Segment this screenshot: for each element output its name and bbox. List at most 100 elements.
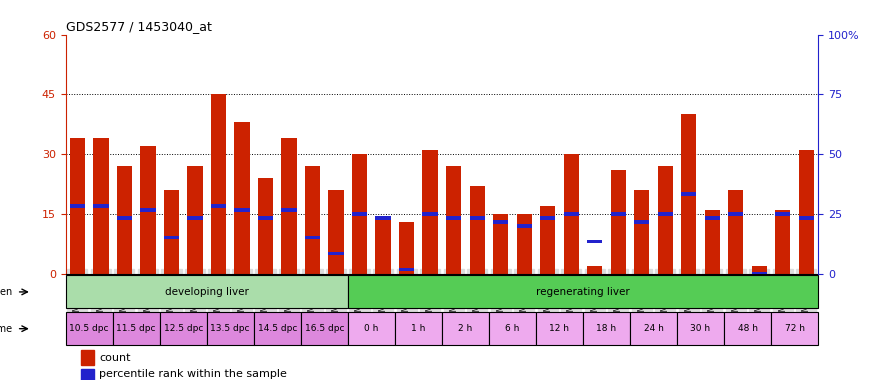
Bar [724, 312, 771, 345]
Bar [775, 212, 790, 215]
Bar [211, 94, 226, 273]
Bar [564, 154, 579, 273]
Bar [375, 216, 391, 220]
Bar [116, 166, 132, 273]
Text: 11.5 dpc: 11.5 dpc [116, 324, 156, 333]
Text: 14.5 dpc: 14.5 dpc [257, 324, 297, 333]
Bar [328, 190, 344, 273]
Bar [630, 312, 677, 345]
Text: GDS2577 / 1453040_at: GDS2577 / 1453040_at [66, 20, 212, 33]
Bar [611, 170, 626, 273]
Bar [587, 240, 602, 243]
Text: 10.5 dpc: 10.5 dpc [69, 324, 108, 333]
Bar [328, 252, 344, 255]
Bar [234, 208, 249, 212]
Bar [375, 218, 391, 273]
Bar [799, 150, 814, 273]
Bar [66, 275, 348, 308]
Bar [352, 154, 367, 273]
Bar [516, 214, 532, 273]
Bar [611, 212, 626, 215]
Bar [282, 208, 297, 212]
Bar [399, 222, 414, 273]
Bar [442, 312, 489, 345]
Bar [70, 138, 85, 273]
Bar [728, 212, 744, 215]
Bar [234, 122, 249, 273]
Bar [752, 272, 767, 275]
Bar [160, 312, 206, 345]
Text: 2 h: 2 h [458, 324, 472, 333]
Bar [583, 312, 630, 345]
Bar [658, 212, 673, 215]
Bar [470, 186, 485, 273]
Bar [164, 236, 179, 240]
Text: 6 h: 6 h [505, 324, 520, 333]
Bar [301, 312, 348, 345]
Bar [446, 216, 461, 220]
Bar [564, 212, 579, 215]
Bar [258, 178, 273, 273]
Bar [423, 212, 438, 215]
Bar [116, 216, 132, 220]
Text: 1 h: 1 h [411, 324, 425, 333]
Text: specimen: specimen [0, 287, 13, 297]
Bar [211, 204, 226, 208]
Bar [634, 190, 649, 273]
Bar [704, 210, 720, 273]
Bar [658, 166, 673, 273]
Bar [540, 206, 556, 273]
Bar [348, 312, 395, 345]
Bar [470, 216, 485, 220]
Bar [304, 236, 320, 240]
Text: 48 h: 48 h [738, 324, 758, 333]
Bar [164, 190, 179, 273]
Bar [752, 266, 767, 273]
Bar [516, 224, 532, 228]
Text: 12 h: 12 h [550, 324, 570, 333]
Bar [80, 369, 94, 380]
Text: 12.5 dpc: 12.5 dpc [164, 324, 203, 333]
Bar [140, 146, 156, 273]
Text: 0 h: 0 h [364, 324, 379, 333]
Text: count: count [100, 353, 131, 362]
Bar [206, 312, 254, 345]
Bar [587, 266, 602, 273]
Bar [113, 312, 160, 345]
Bar [728, 190, 744, 273]
Bar [395, 312, 442, 345]
Bar [66, 312, 113, 345]
Bar [446, 166, 461, 273]
Bar [493, 220, 508, 223]
Bar [304, 166, 320, 273]
Bar [681, 114, 696, 273]
Bar [489, 312, 536, 345]
Text: 24 h: 24 h [644, 324, 663, 333]
Text: 16.5 dpc: 16.5 dpc [304, 324, 344, 333]
Text: developing liver: developing liver [164, 287, 248, 297]
Text: percentile rank within the sample: percentile rank within the sample [100, 369, 287, 379]
Bar [423, 150, 438, 273]
Bar [399, 268, 414, 271]
Bar [634, 220, 649, 223]
Bar [94, 204, 108, 208]
Text: 72 h: 72 h [785, 324, 805, 333]
Bar [493, 214, 508, 273]
Bar [775, 210, 790, 273]
Bar [80, 350, 94, 365]
Text: 13.5 dpc: 13.5 dpc [211, 324, 250, 333]
Bar [187, 166, 203, 273]
Bar [348, 275, 818, 308]
Bar [677, 312, 724, 345]
Bar [254, 312, 301, 345]
Bar [540, 216, 556, 220]
Bar [187, 216, 203, 220]
Bar [352, 212, 367, 215]
Bar [140, 208, 156, 212]
Bar [94, 138, 108, 273]
Text: 18 h: 18 h [597, 324, 617, 333]
Bar [258, 216, 273, 220]
Text: regenerating liver: regenerating liver [536, 287, 630, 297]
Bar [536, 312, 583, 345]
Text: time: time [0, 324, 13, 334]
